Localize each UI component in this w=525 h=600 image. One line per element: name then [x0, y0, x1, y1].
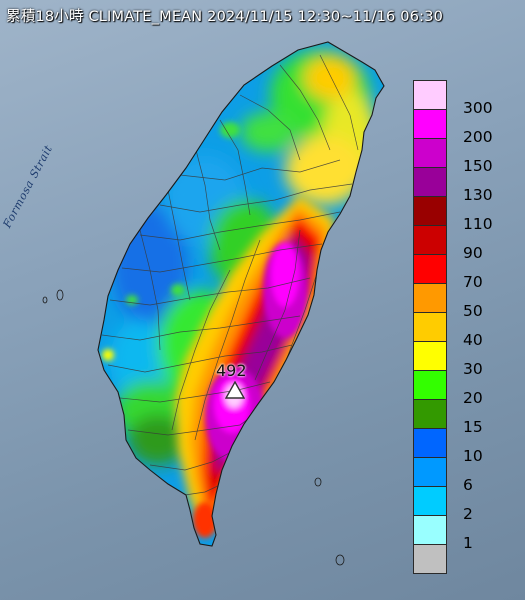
legend-label: 50 [463, 302, 483, 320]
legend-label: 70 [463, 273, 483, 291]
max-station-triangle-icon [225, 381, 245, 399]
legend-swatch [413, 312, 447, 342]
legend-swatch [413, 196, 447, 226]
max-rainfall-value: 492 [216, 361, 247, 380]
legend-swatch [413, 428, 447, 458]
legend-label: 300 [463, 99, 493, 117]
legend-swatch [413, 138, 447, 168]
legend-label: 10 [463, 447, 483, 465]
township-boundaries [101, 54, 359, 496]
legend-swatch [413, 109, 447, 139]
legend-swatch [413, 341, 447, 371]
legend-swatch [413, 486, 447, 516]
map-title: 累積18小時 CLIMATE_MEAN 2024/11/15 12:30~11/… [6, 9, 444, 25]
legend-label: 110 [463, 215, 493, 233]
legend-label: 2 [463, 505, 473, 523]
legend-swatch [413, 283, 447, 313]
legend-label: 15 [463, 418, 483, 436]
legend-swatch [413, 254, 447, 284]
legend-swatch [413, 544, 447, 574]
legend-swatch [413, 457, 447, 487]
islands [42, 289, 345, 566]
legend-swatch [413, 80, 447, 110]
rainfall-legend: 300 200 150 130 110 90 70 50 40 30 20 15 10 6 2 1 [413, 80, 523, 574]
legend-label: 130 [463, 186, 493, 204]
legend-label: 200 [463, 128, 493, 146]
legend-label: 6 [463, 476, 473, 494]
legend-swatch [413, 167, 447, 197]
legend-label: 150 [463, 157, 493, 175]
legend-label: 40 [463, 331, 483, 349]
legend-swatch [413, 370, 447, 400]
legend-swatch [413, 225, 447, 255]
legend-label: 20 [463, 389, 483, 407]
legend-swatch [413, 515, 447, 545]
legend-label: 30 [463, 360, 483, 378]
legend-swatch [413, 399, 447, 429]
taiwan-outline [97, 41, 385, 547]
legend-label: 1 [463, 534, 473, 552]
legend-label: 90 [463, 244, 483, 262]
rainfall-field [98, 42, 384, 546]
